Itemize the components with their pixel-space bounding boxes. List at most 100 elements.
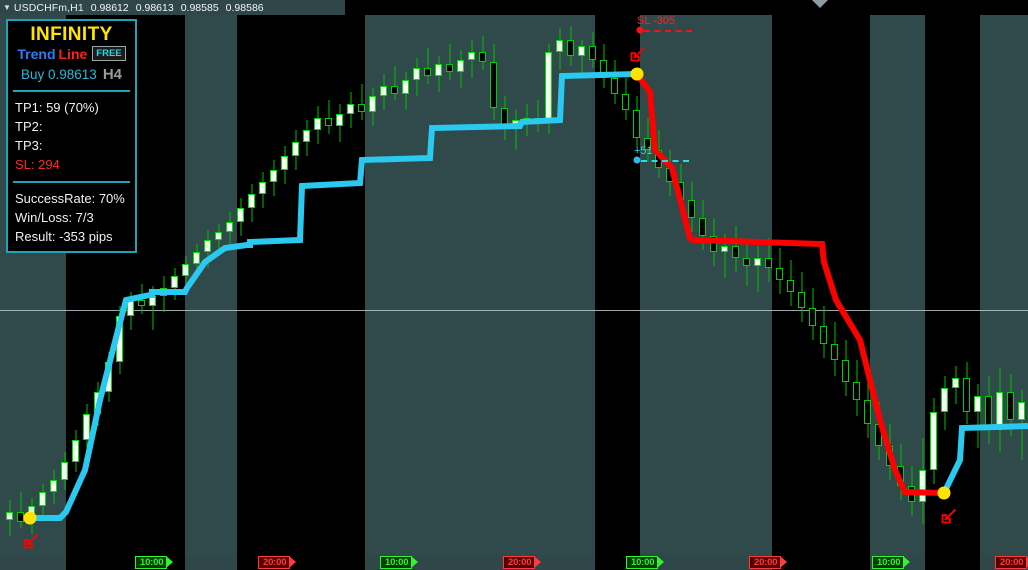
- candlestick: [853, 360, 860, 416]
- quote-close: 0.98586: [225, 1, 264, 14]
- candlestick: [490, 44, 497, 120]
- candle-body: [270, 170, 277, 182]
- candle-body: [556, 40, 563, 52]
- candlestick: [369, 88, 376, 126]
- candle-body: [710, 236, 717, 252]
- takeprofit-dashed-line: [641, 160, 689, 162]
- candle-body: [281, 156, 288, 170]
- candle-body: [963, 378, 970, 412]
- candle-body: [721, 246, 728, 252]
- candle-body: [974, 396, 981, 412]
- label-tail-icon: [903, 556, 911, 568]
- candlestick: [292, 130, 299, 170]
- candlestick: [446, 44, 453, 80]
- candle-body: [479, 52, 486, 62]
- candle-body: [314, 118, 321, 130]
- label-tail-icon: [411, 556, 419, 568]
- chart-plot-area[interactable]: SL -305 +51: [0, 15, 1028, 555]
- candle-body: [468, 52, 475, 60]
- candle-body: [611, 78, 618, 94]
- time-axis-band: [640, 555, 772, 570]
- time-axis-band: [0, 555, 66, 570]
- stats-list: SuccessRate: 70% Win/Loss: 7/3 Result: -35…: [8, 185, 135, 251]
- candle-body: [930, 412, 937, 470]
- candle-body: [633, 110, 640, 138]
- candlestick: [325, 100, 332, 134]
- candlestick: [457, 50, 464, 88]
- candlestick: [347, 92, 354, 128]
- takeprofit-annotation: +51: [634, 145, 653, 157]
- candlestick: [171, 268, 178, 300]
- candlestick: [468, 40, 475, 78]
- candle-body: [303, 130, 310, 142]
- time-axis-band: [185, 555, 237, 570]
- panel-divider-1: [13, 89, 130, 92]
- candle-body: [699, 218, 706, 236]
- candlestick: [831, 322, 838, 376]
- takeprofit-row: TP3:: [15, 137, 43, 153]
- candlestick: [930, 398, 937, 484]
- candle-wick: [537, 100, 538, 132]
- candle-body: [589, 46, 596, 60]
- candlestick: [974, 384, 981, 448]
- candle-body: [435, 64, 442, 76]
- triangle-down-icon[interactable]: ▼: [3, 3, 11, 12]
- candle-body: [215, 232, 222, 240]
- stat-row: Result: -353 pips: [15, 228, 113, 244]
- candle-body: [138, 300, 145, 306]
- takeprofit-row: TP2:: [15, 118, 43, 134]
- buy-signal-dot: [937, 486, 951, 500]
- candle-wick: [328, 100, 329, 134]
- candlestick: [809, 288, 816, 340]
- candle-body: [809, 308, 816, 326]
- candlestick: [842, 340, 849, 396]
- candle-wick: [427, 48, 428, 84]
- candle-body: [402, 80, 409, 94]
- candlestick: [182, 256, 189, 290]
- candle-body: [50, 480, 57, 492]
- time-axis[interactable]: 10:00 20:00 10:00 20:00 10:00 20:00 10:00 20:00: [0, 555, 1028, 570]
- candlestick: [358, 84, 365, 120]
- time-axis-label: 20:00: [995, 556, 1028, 569]
- label-tail-icon: [1026, 556, 1028, 568]
- candle-body: [567, 40, 574, 56]
- trendline-segment: [634, 72, 945, 496]
- candlestick: [699, 200, 706, 250]
- session-band: [870, 15, 925, 555]
- candle-body: [842, 360, 849, 382]
- sell-signal-dot: [630, 67, 644, 81]
- trendline-segment: [941, 423, 1028, 495]
- time-axis-label: 10:00: [626, 556, 665, 569]
- candlestick: [556, 28, 563, 70]
- candle-body: [248, 194, 255, 208]
- candlestick: [1007, 374, 1014, 436]
- candle-body: [83, 414, 90, 440]
- candlestick: [644, 118, 651, 162]
- candle-body: [182, 264, 189, 276]
- trendline-overlay: [30, 71, 1028, 521]
- candlestick: [6, 500, 13, 536]
- session-band: [185, 15, 237, 555]
- candle-body: [1018, 402, 1025, 420]
- candlestick: [380, 74, 387, 110]
- label-tail-icon: [534, 556, 542, 568]
- candlestick: [424, 48, 431, 84]
- candle-body: [391, 86, 398, 94]
- stat-row: SuccessRate: 70%: [15, 190, 125, 206]
- candle-body: [72, 440, 79, 462]
- candle-body: [941, 388, 948, 412]
- signal-direction-label: Buy 0.98613: [21, 66, 97, 82]
- brand-title: INFINITY: [30, 24, 113, 45]
- candle-body: [347, 104, 354, 114]
- candlestick: [50, 470, 57, 504]
- indicator-info-panel[interactable]: INFINITY Trend Line FREE Buy 0.98613 H4 …: [6, 19, 137, 253]
- candle-body: [336, 114, 343, 126]
- candlestick: [204, 230, 211, 268]
- session-band: [640, 15, 772, 555]
- candlestick: [479, 36, 486, 70]
- signal-row: Buy 0.98613 H4: [8, 66, 135, 83]
- candle-body: [358, 104, 365, 112]
- candlestick: [941, 376, 948, 430]
- panel-header: INFINITY Trend Line FREE Buy 0.98613 H4: [8, 21, 135, 88]
- candle-body: [226, 222, 233, 232]
